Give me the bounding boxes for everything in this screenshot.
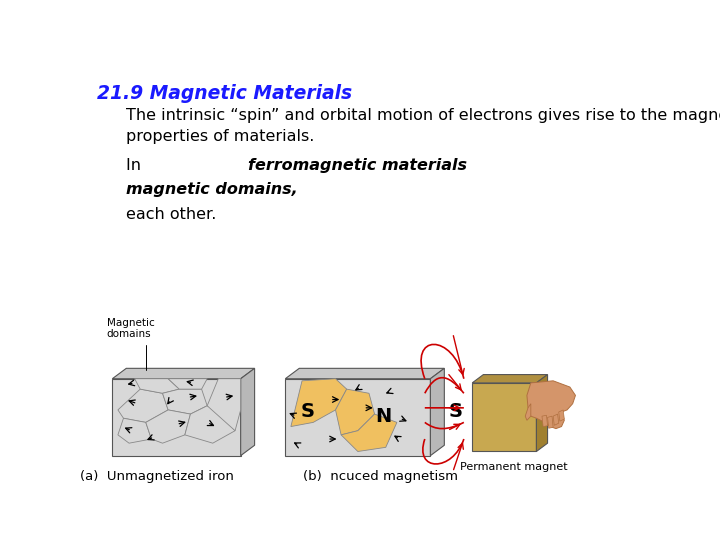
Polygon shape xyxy=(285,379,431,456)
Polygon shape xyxy=(118,389,168,422)
Polygon shape xyxy=(336,389,374,435)
Polygon shape xyxy=(112,379,240,456)
Polygon shape xyxy=(542,415,547,427)
Text: 21.9 Magnetic Materials: 21.9 Magnetic Materials xyxy=(97,84,352,103)
Text: S: S xyxy=(449,402,462,422)
Polygon shape xyxy=(163,389,207,414)
Text: N: N xyxy=(375,407,391,426)
Polygon shape xyxy=(527,381,575,429)
Polygon shape xyxy=(145,410,190,443)
Text: magnetic domains,: magnetic domains, xyxy=(126,183,298,198)
Polygon shape xyxy=(472,375,548,383)
Polygon shape xyxy=(547,416,553,428)
Polygon shape xyxy=(559,410,564,421)
Polygon shape xyxy=(553,414,559,426)
Polygon shape xyxy=(240,368,255,456)
Polygon shape xyxy=(135,379,179,393)
Text: (a)  Unmagnetized iron: (a) Unmagnetized iron xyxy=(80,470,234,483)
Text: (b)  ncuced magnetism: (b) ncuced magnetism xyxy=(302,470,458,483)
Polygon shape xyxy=(112,368,255,379)
Polygon shape xyxy=(536,375,548,451)
Polygon shape xyxy=(207,379,240,431)
Text: ferromagnetic materials: ferromagnetic materials xyxy=(248,158,467,173)
Polygon shape xyxy=(472,383,536,451)
Polygon shape xyxy=(118,418,151,443)
Polygon shape xyxy=(341,414,397,451)
Text: Permanent magnet: Permanent magnet xyxy=(460,462,568,472)
Text: In: In xyxy=(126,158,146,173)
Polygon shape xyxy=(185,406,235,443)
Polygon shape xyxy=(168,379,207,389)
Polygon shape xyxy=(285,368,444,379)
Text: The intrinsic “spin” and orbital motion of electrons gives rise to the magnetic
: The intrinsic “spin” and orbital motion … xyxy=(126,109,720,145)
Polygon shape xyxy=(291,379,347,427)
Text: each other.: each other. xyxy=(126,207,217,221)
Polygon shape xyxy=(526,404,531,420)
Text: S: S xyxy=(301,402,315,422)
Text: Magnetic
domains: Magnetic domains xyxy=(107,318,155,370)
Polygon shape xyxy=(431,368,444,456)
